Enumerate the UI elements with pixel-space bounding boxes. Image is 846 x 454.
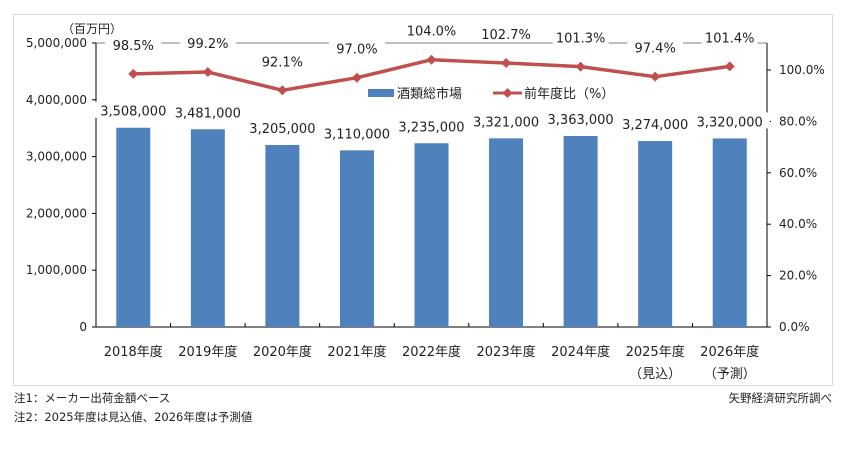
bar-value-label: 3,110,000 [324,127,390,142]
x-axis-label: 2021年度 [327,344,386,360]
bar-value-label: 3,235,000 [398,120,464,135]
right-axis-label: 60.0% [779,166,817,180]
bar-label-bg [93,101,174,118]
bar [489,138,524,327]
bar-value-label: 3,321,000 [473,115,539,130]
x-axis-label: 2024年度 [551,344,610,360]
note-1: 注1：メーカー出荷金額ベース [14,391,171,405]
legend-bar-swatch [368,89,394,97]
bar [712,138,747,327]
yoy-label-bg [552,28,609,45]
yoy-label-bg [478,25,535,42]
yoy-label-bg [179,34,236,51]
yoy-value-label: 97.4% [635,42,676,57]
right-axis-label: 80.0% [779,114,817,128]
left-axis-label: 2,000,000 [26,206,87,220]
bar-label-bg [466,112,547,129]
x-axis-label: 2023年度 [477,344,536,360]
bar-label-bg [167,103,248,120]
left-axis-unit: （百万円） [62,22,122,36]
bar [190,129,225,327]
yoy-value-label: 101.3% [556,32,606,47]
bar-value-label: 3,508,000 [100,105,166,120]
bar-value-label: 3,481,000 [175,106,241,121]
yoy-label-bg [403,21,460,38]
bar [563,135,598,327]
bar-label-bg [540,109,621,126]
x-axis-sublabel: （見込） [629,367,681,382]
legend-diamond-icon [502,88,513,98]
left-axis-label: 4,000,000 [26,93,87,107]
x-axis-label: 2025年度 [626,344,685,360]
bar-label-bg [316,124,397,141]
yoy-marker-diamond-icon [650,71,661,82]
x-axis-sublabel: （予測） [704,367,756,382]
source-credit: 矢野経済研究所調べ [728,391,833,405]
bar [265,144,300,327]
note-2: 注2：2025年度は見込値、2026年度は予測値 [14,410,253,424]
yoy-marker-diamond-icon [351,72,362,83]
right-axis-label: 0.0% [779,320,810,334]
yoy-marker-diamond-icon [128,68,139,79]
yoy-marker-diamond-icon [575,61,586,72]
bar [638,141,673,327]
left-axis-label: 5,000,000 [26,36,87,50]
left-axis-label: 1,000,000 [26,263,87,277]
x-axis-label: 2019年度 [178,344,237,360]
x-axis-label: 2022年度 [402,344,461,360]
yoy-value-label: 98.5% [113,39,154,54]
yoy-label-bg [627,38,684,55]
yoy-value-label: 99.2% [187,37,228,52]
x-axis-label: 2018年度 [104,344,163,360]
yoy-value-label: 97.0% [336,43,377,58]
bar-label-bg [689,112,770,129]
legend-line-label: 前年度比（%） [524,86,614,102]
right-axis-label: 100.0% [779,63,825,77]
bar-label-bg [615,115,696,132]
bar-value-label: 3,320,000 [697,115,763,130]
bar [414,143,449,327]
yoy-value-label: 104.0% [407,25,457,40]
right-axis-label: 20.0% [779,269,817,283]
bar [339,150,374,327]
yoy-marker-diamond-icon [277,85,288,96]
legend-bar-label: 酒類総市場 [397,86,462,102]
x-axis-label: 2020年度 [253,344,312,360]
yoy-label-bg [105,35,162,52]
yoy-marker-diamond-icon [724,61,735,72]
yoy-marker-diamond-icon [202,67,213,78]
bar-value-label: 3,205,000 [249,122,315,137]
chart-frame [13,14,833,386]
bar-label-bg [242,118,323,135]
bar-value-label: 3,363,000 [548,113,614,128]
bar-label-bg [391,117,472,134]
yoy-label-bg [328,39,385,56]
yoy-value-label: 92.1% [262,55,303,70]
x-axis-label: 2026年度 [700,344,759,360]
bar-value-label: 3,274,000 [622,118,688,133]
left-axis-label: 0 [79,320,87,334]
bar [116,127,151,327]
right-axis-label: 40.0% [779,217,817,231]
left-axis-label: 3,000,000 [26,150,87,164]
yoy-marker-diamond-icon [501,58,512,69]
yoy-value-label: 101.4% [705,31,755,46]
yoy-value-label: 102.7% [481,28,531,43]
yoy-label-bg [254,52,311,69]
yoy-marker-diamond-icon [426,54,437,65]
yoy-label-bg [701,28,758,45]
